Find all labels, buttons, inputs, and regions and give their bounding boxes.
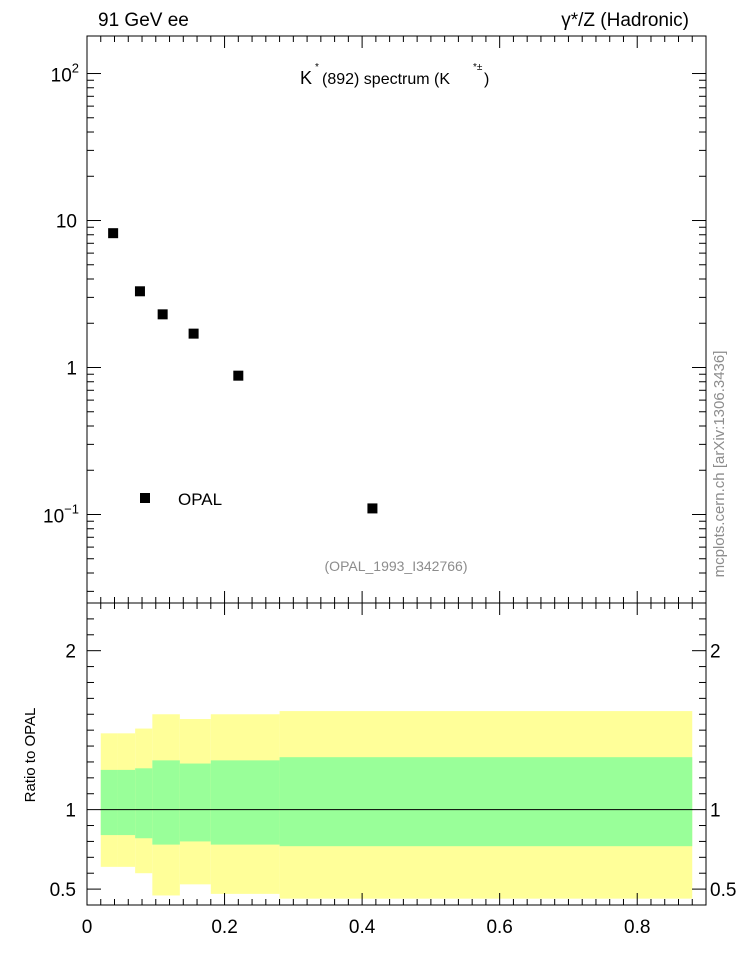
header-right: γ*/Z (Hadronic) [561,10,689,31]
uncertainty-band-bin [135,768,153,839]
ratio-ylabel: Ratio to OPAL [22,708,39,803]
data-point [367,503,378,514]
ratio-y-tick-label-right: 1 [710,801,721,822]
y-tick-label: 10−1 [43,502,79,528]
legend-marker [140,493,150,503]
title-mid: (892) spectrum (K [322,71,450,88]
ratio-y-tick-label-right: 0.5 [710,880,736,901]
ratio-y-tick-label: 0.5 [50,880,76,901]
ratio-y-tick-label-right: 2 [710,642,721,663]
uncertainty-band-bin [152,760,180,845]
y-tick-label: 1 [66,359,77,380]
side-label: mcplots.cern.ch [arXiv:1306.3436] [711,351,728,578]
y-tick-label: 10 [56,212,77,233]
x-tick-label: 0.4 [349,917,376,938]
analysis-watermark: (OPAL_1993_I342766) [325,558,468,574]
x-tick-label: 0.8 [624,917,650,938]
x-tick-label: 0 [82,917,93,938]
uncertainty-band-bin [279,757,693,847]
upper-ticks [86,36,707,603]
lower-tick-labels: 0.5 0.5 1 1 2 2 0 0.2 0.4 0.6 0.8 [50,642,737,938]
ratio-bands [100,711,693,899]
lower-frame [86,602,707,906]
ratio-y-tick-label: 2 [65,642,76,663]
upper-y-tick-labels: 10−1 1 10 102 [43,61,79,528]
ratio-y-tick-label: 1 [65,801,76,822]
title-sup2: *± [473,62,483,73]
uncertainty-band-bin [100,769,118,836]
x-tick-label: 0.2 [211,917,237,938]
title-sup: * [315,62,319,73]
data-point [233,370,244,381]
legend: OPAL [140,490,222,509]
chart-title: K * (892) spectrum (K *± ) [300,62,489,88]
y-tick-label: 102 [51,61,79,87]
data-point [134,286,145,297]
uncertainty-band-bin [179,763,211,842]
title-main: K [300,68,312,88]
uncertainty-band-bin [210,760,280,845]
legend-label: OPAL [178,490,222,509]
uncertainty-band-bin [117,769,136,836]
lower-ticks [86,603,707,905]
data-points [108,228,378,514]
data-point [157,309,168,320]
title-end: ) [484,71,489,88]
upper-frame [86,35,707,604]
data-point [108,228,119,239]
x-tick-label: 0.6 [486,917,512,938]
data-point [188,328,199,339]
header-left: 91 GeV ee [98,10,189,31]
